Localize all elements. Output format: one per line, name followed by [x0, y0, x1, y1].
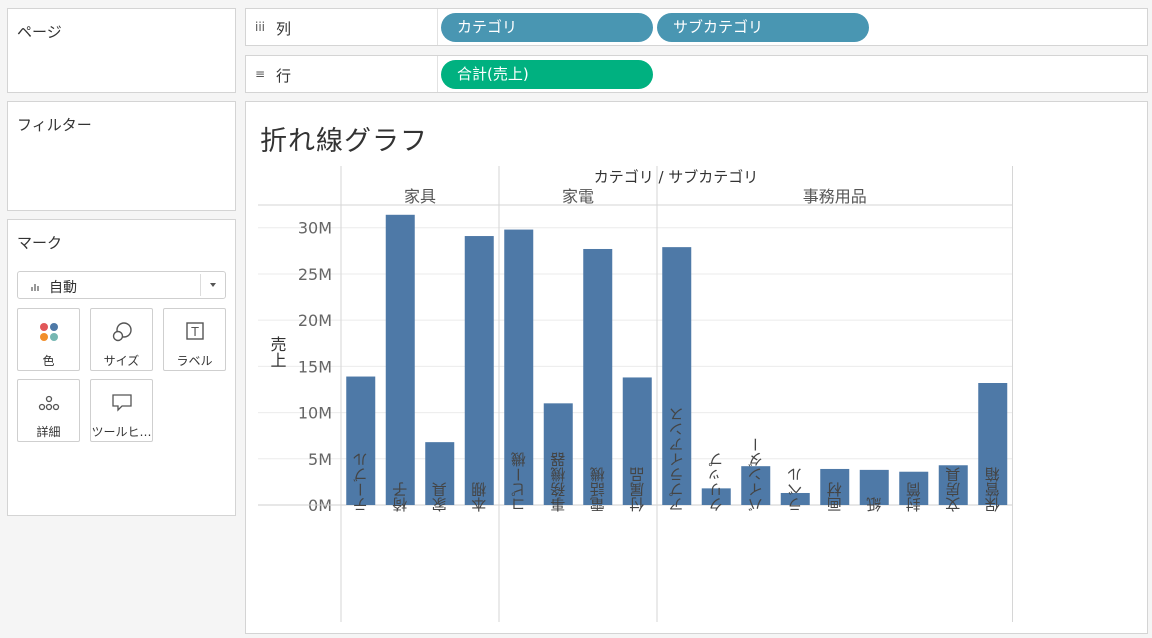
size-button[interactable]: サイズ [90, 308, 153, 371]
bar-chart-icon [31, 281, 41, 291]
rows-label: 行 [276, 67, 292, 85]
y-tick-label: 15M [298, 357, 332, 376]
svg-text:T: T [190, 325, 199, 339]
columns-icon: iii [255, 20, 266, 34]
bar [543, 403, 573, 505]
label-icon: T [185, 322, 204, 340]
bar [425, 442, 455, 505]
group-header-label: 家具 [404, 187, 436, 206]
detail-button-label: 詳細 [36, 425, 61, 439]
x-tick-label: 事務機器 [549, 452, 567, 512]
bar [820, 468, 850, 505]
bar [662, 247, 692, 506]
y-tick-label: 30M [298, 219, 332, 238]
x-tick-label: 紙 [865, 496, 883, 512]
column-header-label: カテゴリ / サブカテゴリ [594, 168, 759, 186]
rows-shelf[interactable]: ≡ 行 合計(売上) [245, 55, 1148, 93]
bar [504, 229, 534, 506]
view-area: 折れ線グラフ 0M 5M 10M 15M 20M 25M 30M 売上 カテゴリ / サブカテゴ… [245, 101, 1148, 634]
x-tick-label: 電話機 [589, 466, 607, 512]
bar [899, 471, 929, 505]
x-tick-label: 家具 [431, 482, 449, 512]
bar [938, 465, 968, 505]
detail-button[interactable]: 詳細 [17, 379, 80, 442]
pages-title: ページ [17, 23, 62, 41]
detail-icon [38, 395, 59, 411]
marks-card: マーク 自動 色 サイズ T ラベル [7, 219, 236, 516]
subcategory-pill[interactable]: サブカテゴリ [657, 13, 869, 42]
group-header-label: 家電 [562, 187, 594, 206]
color-button[interactable]: 色 [17, 308, 80, 371]
bar [701, 488, 731, 505]
y-tick-label: 5M [308, 450, 332, 469]
y-axis-title: 売上 [268, 336, 287, 368]
chevron-down-icon[interactable] [210, 283, 216, 287]
rows-icon: ≡ [255, 67, 266, 81]
tooltip-icon [111, 394, 132, 412]
x-tick-label: 付属品 [628, 467, 646, 512]
color-button-label: 色 [42, 354, 55, 368]
x-tick-label: テーブル [352, 452, 370, 512]
columns-label: 列 [276, 20, 292, 38]
bar [859, 469, 889, 505]
chart-title: 折れ線グラフ [260, 126, 428, 157]
x-tick-label: 封筒 [905, 481, 923, 512]
bar [978, 383, 1008, 505]
mark-type-dropdown[interactable]: 自動 [17, 271, 226, 299]
x-tick-label: アプライアンス [668, 407, 686, 512]
x-tick-label: 文房具 [944, 467, 962, 512]
pages-shelf[interactable]: ページ [7, 8, 236, 93]
size-button-label: サイズ [103, 354, 140, 368]
bar [346, 376, 376, 505]
x-tick-label: クリップ [707, 452, 725, 512]
x-tick-label: 本棚 [470, 482, 488, 512]
color-icon [39, 323, 58, 341]
bar [464, 236, 494, 505]
columns-shelf[interactable]: iii 列 カテゴリ サブカテゴリ [245, 8, 1148, 46]
filters-shelf[interactable]: フィルター [7, 101, 236, 211]
label-button[interactable]: T ラベル [163, 308, 226, 371]
bar [385, 214, 415, 505]
x-tick-label: バインダー [747, 437, 765, 512]
bar [583, 248, 613, 505]
group-header-label: 事務用品 [803, 187, 867, 206]
x-tick-label: ラベル [786, 467, 804, 512]
x-tick-label: 画材 [826, 482, 844, 512]
x-tick-label: コピー機 [510, 451, 528, 512]
mark-type-value: 自動 [49, 280, 77, 296]
bar [780, 492, 810, 505]
y-tick-label: 10M [298, 404, 332, 423]
sum-sales-pill[interactable]: 合計(売上) [441, 60, 653, 89]
y-tick-label: 20M [298, 311, 332, 330]
x-tick-label: 保管箱 [984, 467, 1002, 512]
size-icon [112, 322, 132, 342]
bar [622, 377, 652, 505]
filters-title: フィルター [17, 116, 92, 134]
marks-title: マーク [17, 234, 63, 252]
tooltip-button-label: ツールヒ… [91, 425, 152, 439]
label-button-label: ラベル [176, 354, 213, 368]
category-pill[interactable]: カテゴリ [441, 13, 653, 42]
tooltip-button[interactable]: ツールヒ… [90, 379, 153, 442]
bar [741, 466, 771, 505]
y-tick-label: 25M [298, 265, 332, 284]
x-tick-label: 椅子 [391, 482, 409, 512]
